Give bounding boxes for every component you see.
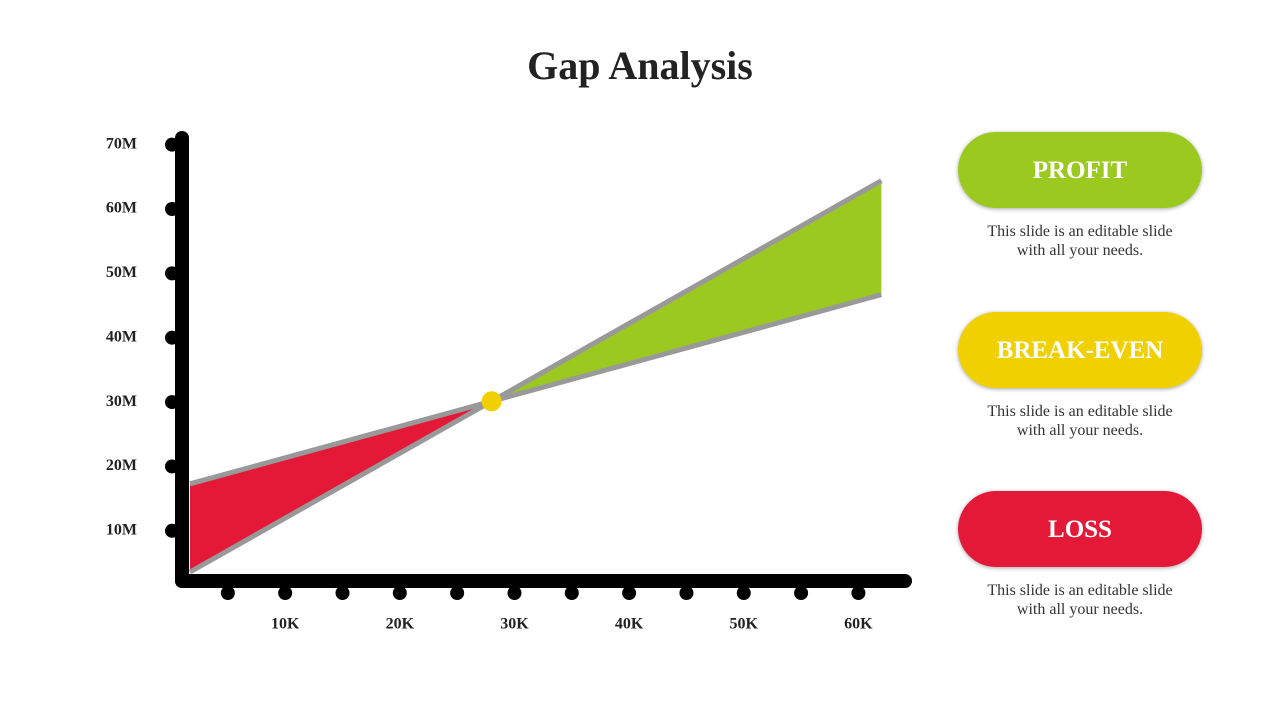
x-tick-label: 20K xyxy=(386,616,415,633)
chart-title: Gap Analysis xyxy=(527,43,753,88)
y-tick xyxy=(165,395,179,410)
y-tick-label: 60M xyxy=(106,200,137,217)
card-text: This slide is an editable slide with all… xyxy=(987,403,1173,439)
line xyxy=(189,292,882,487)
x-tick-label: 30K xyxy=(500,616,529,633)
y-tick xyxy=(165,459,179,474)
card-label: BREAK-EVEN xyxy=(958,312,1202,388)
x-tick-label: 10K xyxy=(271,616,300,633)
x-tick xyxy=(736,586,751,600)
card-label: PROFIT xyxy=(958,132,1202,208)
card: BREAK-EVEN This slide is an editable slid… xyxy=(958,312,1202,440)
line xyxy=(188,178,883,575)
x-minor-tick xyxy=(450,586,465,600)
y-tick-label: 40M xyxy=(106,328,137,345)
y-tick xyxy=(165,202,179,217)
card-label: LOSS xyxy=(958,491,1202,567)
x-minor-tick xyxy=(335,586,350,600)
card-text: This slide is an editable slide with all… xyxy=(987,582,1173,618)
y-tick-label: 30M xyxy=(106,393,137,410)
x-tick xyxy=(851,586,866,600)
y-tick-label: 20M xyxy=(106,457,137,474)
y-tick xyxy=(165,330,179,345)
y-tick-label: 50M xyxy=(106,264,137,281)
x-tick xyxy=(392,586,407,600)
card: LOSS This slide is an editable slide with… xyxy=(958,491,1202,619)
x-tick xyxy=(507,586,522,600)
y-tick xyxy=(165,137,179,152)
x-tick xyxy=(622,586,637,600)
y-tick xyxy=(165,523,179,538)
y-tick-label: 10M xyxy=(106,521,137,538)
x-tick-label: 50K xyxy=(730,616,759,633)
y-tick-label: 70M xyxy=(106,135,137,152)
x-tick-label: 60K xyxy=(844,616,873,633)
break-even-point xyxy=(481,391,502,412)
x-minor-tick xyxy=(564,586,579,600)
y-tick xyxy=(165,266,179,281)
x-minor-tick xyxy=(220,586,235,600)
x-tick-label: 40K xyxy=(615,616,644,633)
x-minor-tick xyxy=(679,586,694,600)
card-text: This slide is an editable slide with all… xyxy=(987,223,1173,259)
x-tick xyxy=(278,586,293,600)
loss-area xyxy=(190,401,492,572)
x-minor-tick xyxy=(794,586,809,600)
card: PROFIT This slide is an editable slide wi… xyxy=(958,132,1202,260)
